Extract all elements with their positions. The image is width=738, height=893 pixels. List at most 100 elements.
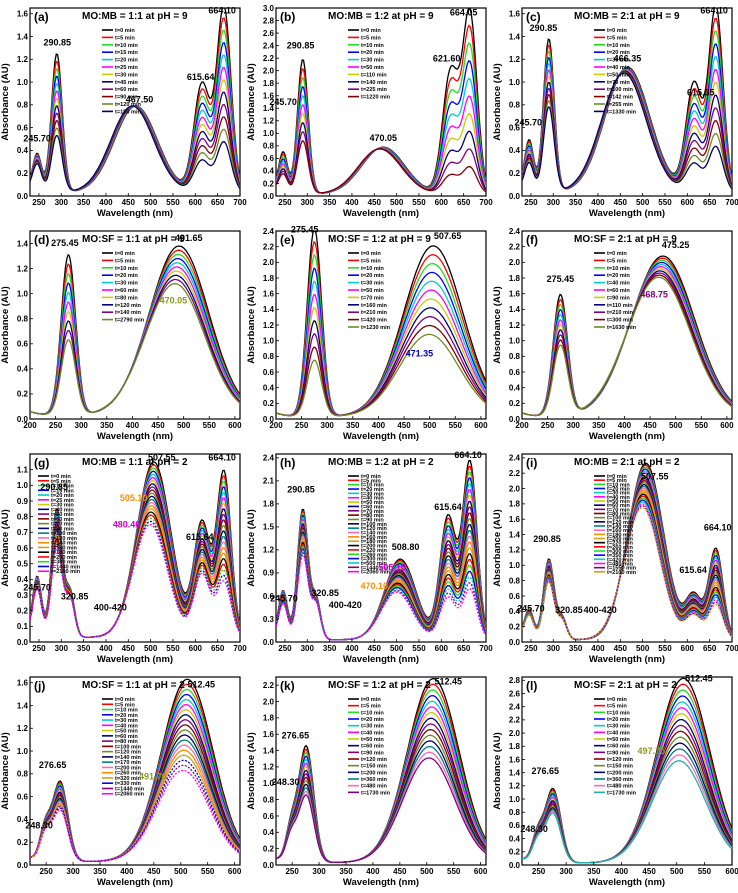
y-tick-label: 0.1 — [17, 622, 29, 631]
x-tick-label: 400 — [345, 198, 359, 207]
series-line — [30, 105, 240, 191]
peak-label: 466.35 — [614, 54, 642, 64]
x-tick-label: 500 — [390, 644, 404, 653]
chart-title: MO:MB = 2:1 at pH = 9 — [574, 11, 680, 22]
x-tick-label: 600 — [681, 644, 695, 653]
chart-title: MO:SF = 1:1 at pH = 9 — [82, 234, 185, 245]
legend-label: t=1440 min — [51, 564, 81, 570]
y-tick-label: 0.8 — [509, 576, 521, 585]
legend-label: t=320 min — [115, 776, 142, 782]
legend-label: t=420 min — [607, 557, 634, 563]
y-tick-label: 0.0 — [263, 861, 275, 870]
peak-label: 507.65 — [434, 231, 462, 241]
y-tick-label: 1.0 — [509, 336, 521, 345]
peak-label: 400-420 — [329, 600, 362, 610]
x-tick-label: 250 — [32, 198, 46, 207]
plot-area — [29, 676, 241, 866]
y-tick-label: 1.0 — [263, 336, 275, 345]
legend-label: t=30 min — [607, 58, 630, 64]
legend-label: t=1330 min — [607, 109, 637, 115]
legend-label: t=200 min — [607, 537, 634, 543]
y-axis-label: Absorbance (AU) — [246, 509, 257, 587]
legend-label: t=30 min — [361, 58, 384, 64]
y-tick-label: 2.8 — [263, 16, 275, 25]
chart-panel: 250 300 350 400 450 500 550 600 0.0 0.2 0.4 0.6 0.8 1… — [0, 669, 246, 892]
y-tick-label: 0.6 — [509, 123, 521, 132]
panel-letter: (a) — [34, 10, 49, 24]
legend-label: t=70 min — [607, 80, 630, 86]
y-tick-label: 1.6 — [509, 755, 521, 764]
legend-label: t=30 min — [115, 281, 138, 287]
chart-svg: 250 300 350 400 450 500 550 600 650 700 0.0 0.3 0.6 0… — [246, 450, 493, 665]
y-tick-label: 0.2 — [17, 838, 29, 847]
y-tick-label: 0.4 — [263, 167, 275, 176]
legend-label: t=1730 min — [361, 790, 391, 796]
y-tick-label: 1.4 — [263, 104, 275, 113]
legend-label: t=160 min — [51, 545, 78, 551]
x-tick-label: 450 — [151, 421, 165, 430]
y-tick-label: 2.0 — [263, 697, 275, 706]
series-line — [276, 554, 486, 641]
legend-label: t=10 min — [115, 708, 138, 714]
y-tick-label: 1.6 — [17, 9, 29, 18]
legend-label: t=10 min — [361, 483, 384, 489]
y-tick-label: 1.0 — [509, 78, 521, 87]
legend-label: t=120 min — [361, 526, 388, 532]
y-tick-label: 1.0 — [17, 481, 29, 490]
x-tick-label: 700 — [725, 644, 738, 653]
x-tick-label: 300 — [312, 867, 326, 876]
legend-label: t=90 min — [607, 750, 630, 756]
legend-label: t=70 min — [361, 295, 384, 301]
peak-label: 615.35 — [687, 88, 715, 98]
x-tick-label: 500 — [636, 198, 650, 207]
legend-label: t=255 min — [607, 102, 634, 108]
y-tick-label: 1.0 — [509, 561, 521, 570]
peak-label: 664.10 — [208, 6, 236, 16]
legend-label: t=0 min — [607, 697, 627, 703]
legend-label: t=120 min — [115, 750, 142, 756]
peak-label: 664.10 — [454, 450, 482, 460]
legend-label: t=180 min — [51, 550, 78, 556]
x-tick-label: 500 — [174, 867, 188, 876]
legend-label: t=90 min — [361, 750, 384, 756]
x-tick-label: 300 — [547, 644, 561, 653]
series-line — [522, 276, 732, 417]
peak-label: 475.25 — [662, 240, 690, 250]
peak-label: 275.45 — [291, 225, 319, 235]
x-axis-label: Wavelength (nm) — [97, 208, 173, 219]
y-tick-label: 0.2 — [509, 848, 521, 857]
chart-panel: 250 300 350 400 450 500 550 600 650 700 0.0 0.2 0.4 0… — [492, 0, 738, 223]
x-axis-label: Wavelength (nm) — [343, 654, 419, 665]
x-tick-label: 500 — [144, 198, 158, 207]
legend-label: t=90 min — [361, 517, 384, 523]
legend-label: t=5 min — [607, 704, 627, 710]
y-tick-label: 0.4 — [509, 834, 521, 843]
x-tick-label: 350 — [569, 644, 583, 653]
legend-label: t=10 min — [361, 710, 384, 716]
y-tick-label: 0.9 — [263, 569, 275, 578]
x-tick-label: 550 — [166, 644, 180, 653]
legend-label: t=300 min — [607, 549, 634, 555]
x-tick-label: 500 — [636, 644, 650, 653]
peak-label: 497.75 — [638, 746, 666, 756]
y-tick-label: 1.2 — [263, 117, 275, 126]
y-tick-label: 1.4 — [263, 746, 275, 755]
x-axis-label: Wavelength (nm) — [97, 431, 173, 442]
series-group — [522, 8, 732, 190]
legend-label: t=50 min — [115, 729, 138, 735]
chart-panel: 250 300 350 400 450 500 550 600 0.0 0.2 0.4 0.6 0.8 1… — [492, 669, 738, 892]
legend-label: t=20 min — [115, 713, 138, 719]
legend-label: t=480 min — [607, 784, 634, 790]
peak-label: 320.85 — [311, 588, 339, 598]
x-tick-label: 400 — [345, 644, 359, 653]
x-tick-label: 400 — [618, 421, 632, 430]
series-line — [276, 140, 486, 194]
series-line — [276, 316, 486, 417]
x-tick-label: 550 — [698, 867, 712, 876]
y-tick-label: 1.4 — [17, 701, 29, 710]
chart-svg: 200 250 300 350 400 450 500 550 600 0.0 0.2 0.4 0.6 0… — [246, 225, 488, 442]
y-axis-label: Absorbance (AU) — [492, 509, 503, 587]
legend-label: t=1730 min — [607, 790, 637, 796]
series-line — [276, 757, 486, 864]
legend-label: t=2060 min — [361, 570, 391, 576]
